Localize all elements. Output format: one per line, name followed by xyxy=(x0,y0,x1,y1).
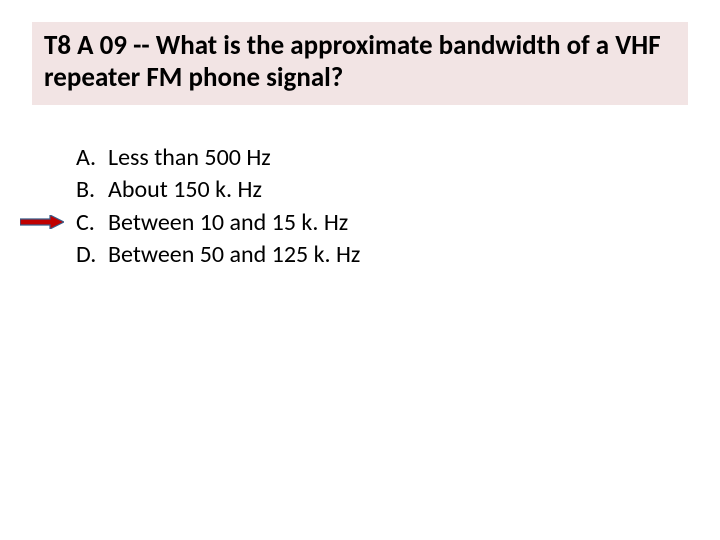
slide: T8 A 09 -- What is the approximate bandw… xyxy=(0,0,720,540)
answer-list: A. Less than 500 Hz B. About 150 k. Hz C… xyxy=(76,142,360,272)
answer-option-d: D. Between 50 and 125 k. Hz xyxy=(76,239,360,271)
answer-option-c: C. Between 10 and 15 k. Hz xyxy=(76,207,360,239)
answer-text: Less than 500 Hz xyxy=(108,142,271,174)
answer-text: Between 50 and 125 k. Hz xyxy=(108,239,360,271)
answer-text: Between 10 and 15 k. Hz xyxy=(108,207,348,239)
answer-text: About 150 k. Hz xyxy=(108,174,262,206)
answer-option-b: B. About 150 k. Hz xyxy=(76,174,360,206)
correct-answer-arrow-icon xyxy=(20,215,64,229)
question-box: T8 A 09 -- What is the approximate bandw… xyxy=(32,22,688,105)
answer-option-a: A. Less than 500 Hz xyxy=(76,142,360,174)
answer-letter: A. xyxy=(76,142,108,174)
question-text: T8 A 09 -- What is the approximate bandw… xyxy=(44,30,676,95)
arrow-shape xyxy=(20,215,64,229)
answer-letter: B. xyxy=(76,174,108,206)
answer-letter: D. xyxy=(76,239,108,271)
answer-letter: C. xyxy=(76,207,108,239)
